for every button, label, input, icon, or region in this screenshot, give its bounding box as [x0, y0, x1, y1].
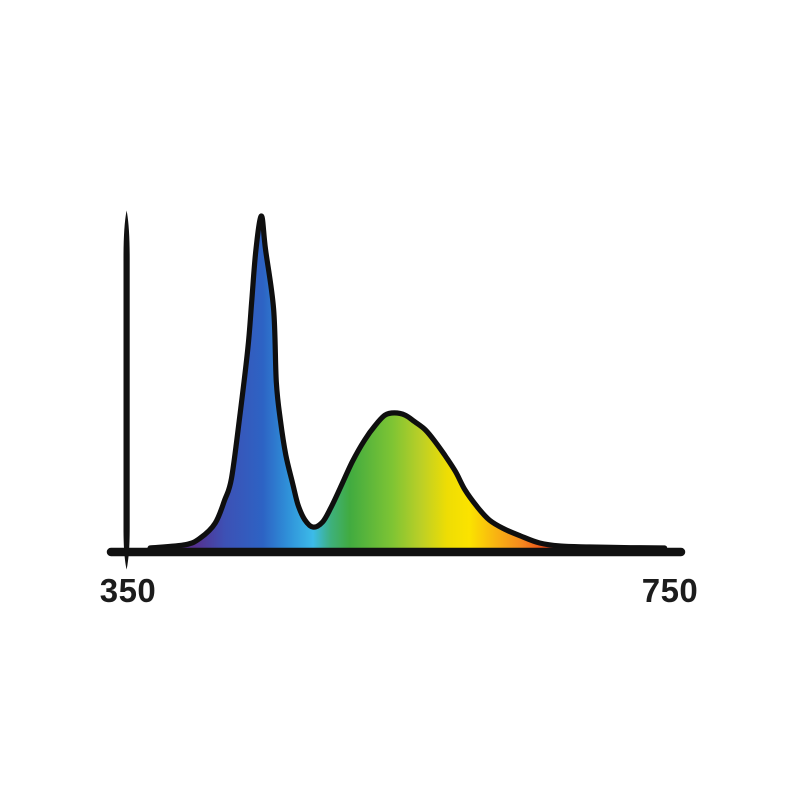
x-tick-label-max: 750: [642, 572, 699, 609]
x-tick-label-min: 350: [100, 572, 157, 609]
spectrum-curve-line: [147, 213, 668, 551]
spectrum-area-fill: [150, 216, 665, 553]
y-axis-line: [123, 210, 130, 570]
